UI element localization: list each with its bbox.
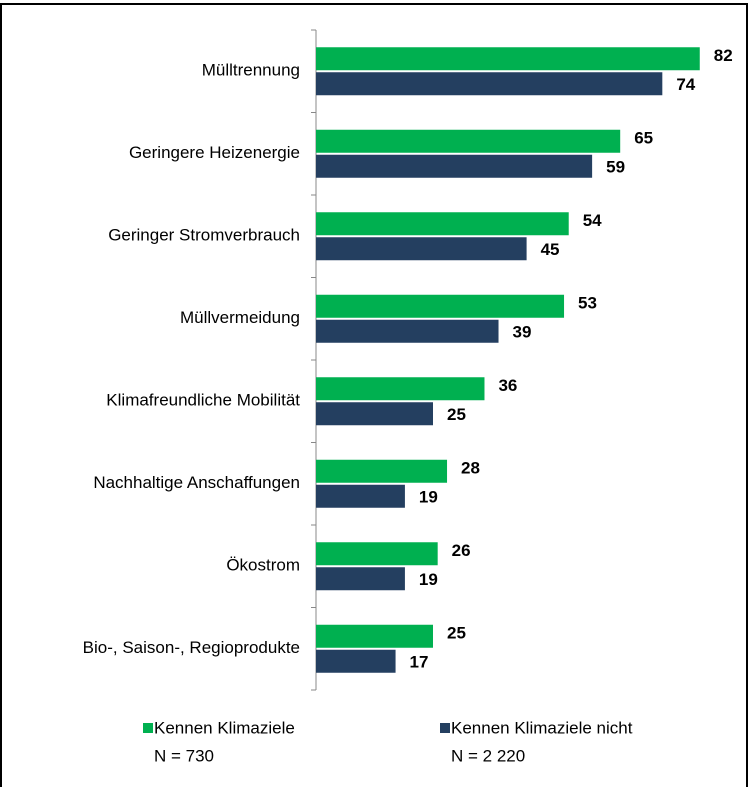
bar: [316, 72, 663, 96]
bar: [316, 47, 700, 71]
bar: [316, 459, 448, 483]
value-label: 53: [578, 294, 597, 313]
legend-swatch: [143, 723, 153, 733]
value-label: 25: [447, 624, 466, 643]
category-label: Mülltrennung: [202, 61, 300, 80]
bar: [316, 649, 396, 673]
bar: [316, 129, 621, 153]
value-label: 19: [419, 488, 438, 507]
category-label: Nachhaltige Anschaffungen: [93, 473, 300, 492]
value-label: 17: [410, 653, 429, 672]
value-label: 39: [513, 323, 532, 342]
category-label: Geringer Stromverbrauch: [108, 226, 300, 245]
category-label: Geringere Heizenergie: [129, 143, 300, 162]
value-label: 54: [583, 211, 602, 230]
bar: [316, 154, 593, 178]
category-label: Bio-, Saison-, Regioprodukte: [83, 638, 300, 657]
value-label: 59: [606, 158, 625, 177]
value-label: 74: [676, 75, 695, 94]
bar: [316, 237, 527, 261]
value-label: 82: [714, 46, 733, 65]
bar: [316, 294, 565, 318]
bar: [316, 484, 405, 508]
legend-note: N = 730: [154, 746, 214, 765]
legend-note: N = 2 220: [451, 746, 525, 765]
value-label: 28: [461, 459, 480, 478]
bar: [316, 319, 499, 343]
category-label: Klimafreundliche Mobilität: [106, 391, 300, 410]
category-label: Ökostrom: [226, 556, 300, 575]
frame: [0, 3, 748, 787]
value-label: 26: [452, 541, 471, 560]
value-label: 19: [419, 570, 438, 589]
bar: [316, 542, 438, 566]
value-label: 65: [634, 129, 653, 148]
bar: [316, 567, 405, 591]
bar: [316, 624, 433, 648]
bar: [316, 212, 569, 236]
category-label: Müllvermeidung: [180, 308, 300, 327]
value-label: 36: [498, 376, 517, 395]
bar: [316, 402, 433, 426]
legend-label: Kennen Klimaziele nicht: [451, 718, 633, 737]
value-label: 45: [541, 240, 560, 259]
value-label: 25: [447, 405, 466, 424]
legend-swatch: [440, 723, 450, 733]
legend-label: Kennen Klimaziele: [154, 718, 295, 737]
bar: [316, 377, 485, 401]
